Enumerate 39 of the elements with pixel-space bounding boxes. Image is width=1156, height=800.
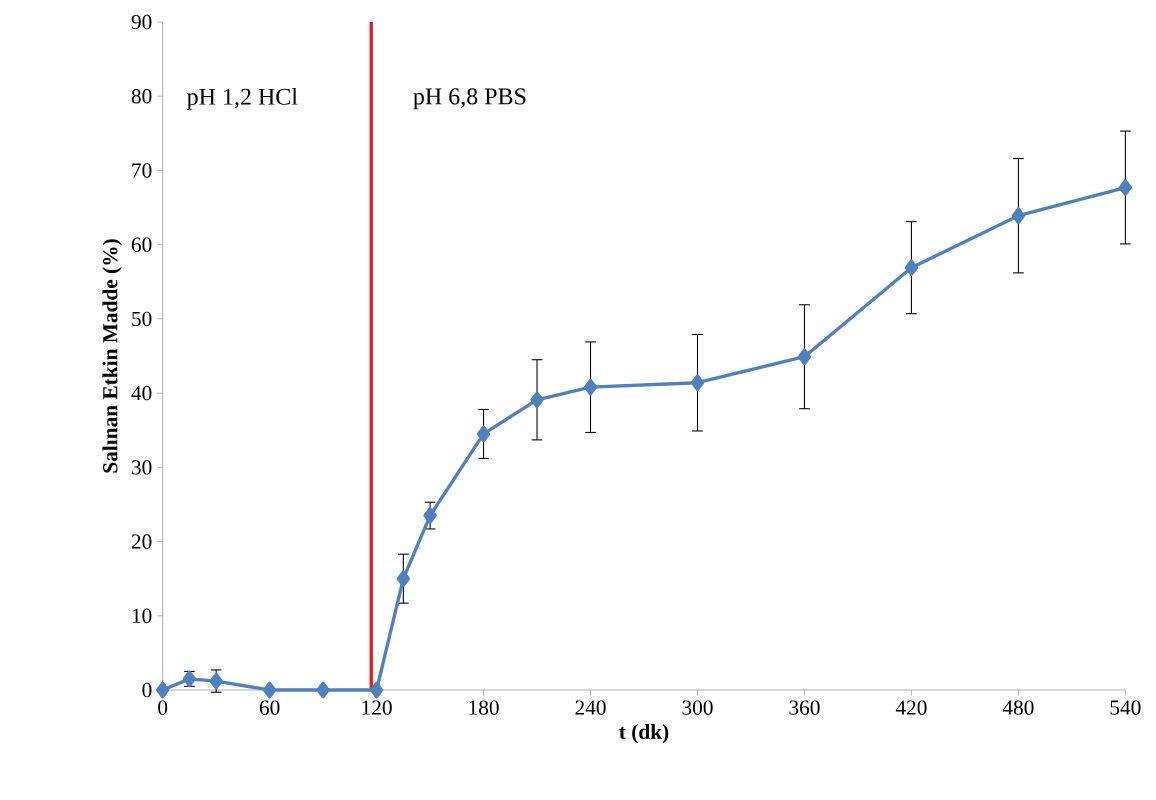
point <box>396 570 411 588</box>
point <box>1118 179 1133 196</box>
point <box>316 681 330 699</box>
x-axis-title: t (dk) <box>619 723 669 744</box>
point <box>1011 207 1026 225</box>
y-tick-label: 70 <box>132 163 152 178</box>
x-tick-label: 360 <box>789 700 820 715</box>
y-tick-label: 20 <box>131 534 152 549</box>
point <box>904 259 919 277</box>
point <box>423 507 437 524</box>
y-tick-label: 30 <box>131 460 152 475</box>
point <box>530 391 544 409</box>
y-tick-label: 0 <box>142 682 152 698</box>
x-tick-label: 60 <box>259 700 280 715</box>
x-tick-label: 480 <box>1002 700 1034 715</box>
y-tick-label: 10 <box>132 608 152 623</box>
point <box>690 374 705 392</box>
x-tick-label: 0 <box>158 700 168 715</box>
x-tick-label: 420 <box>895 700 927 715</box>
y-tick-label: 80 <box>131 89 152 104</box>
x-tick-label: 540 <box>1110 700 1141 715</box>
x-tick-label: 180 <box>469 700 499 715</box>
y-tick-label: 40 <box>131 385 152 401</box>
x-tick-label: 300 <box>682 700 713 715</box>
point <box>583 378 598 396</box>
point <box>476 425 491 443</box>
x-tick-label: 120 <box>362 700 392 715</box>
y-tick-label: 50 <box>132 311 152 327</box>
point <box>262 681 277 699</box>
x-tick-label: 240 <box>575 700 606 715</box>
y-axis-title: Salınan Etkin Madde (%) <box>102 239 122 473</box>
point <box>209 672 223 690</box>
y-tick-label: 90 <box>131 14 152 30</box>
point <box>369 681 384 699</box>
annotation: pH 6,8 PBS <box>413 88 526 110</box>
point <box>156 681 170 699</box>
y-tick-label: 60 <box>131 237 152 252</box>
annotation: pH 1,2 HCl <box>187 87 298 110</box>
point <box>797 348 812 366</box>
